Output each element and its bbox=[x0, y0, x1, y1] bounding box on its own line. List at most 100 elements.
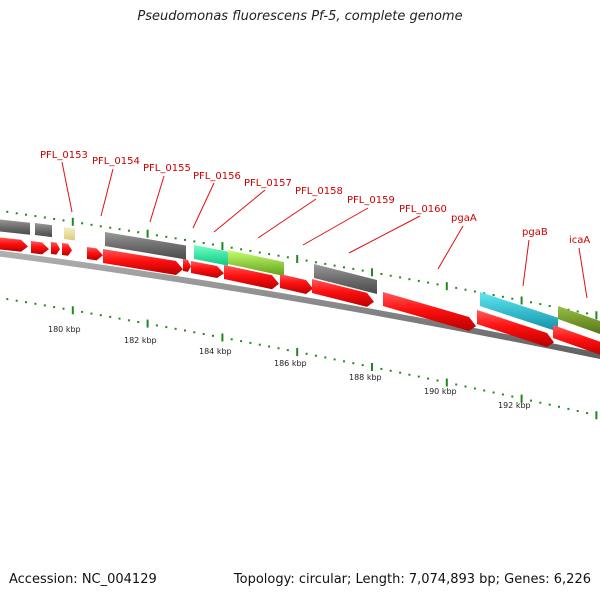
minor-tick bbox=[305, 352, 308, 355]
minor-tick bbox=[258, 343, 261, 346]
minor-tick bbox=[286, 256, 289, 259]
major-tick bbox=[296, 255, 299, 263]
cds-arrow bbox=[280, 274, 313, 295]
minor-tick bbox=[165, 326, 168, 329]
minor-tick bbox=[417, 375, 420, 378]
gene-label-pgaa: pgaA bbox=[451, 213, 477, 224]
gene-labels: PFL_0153 PFL_0154 PFL_0155 PFL_0156 PFL_… bbox=[40, 150, 590, 246]
scale-label-184: 184 kbp bbox=[199, 347, 232, 356]
minor-tick bbox=[268, 345, 271, 348]
scale-labels: 180 kbp 182 kbp 184 kbp 186 kbp 188 kbp … bbox=[48, 325, 531, 410]
minor-tick bbox=[464, 288, 467, 291]
minor-tick bbox=[81, 310, 84, 313]
minor-tick bbox=[15, 299, 18, 302]
minor-tick bbox=[473, 387, 476, 390]
minor-tick bbox=[548, 305, 551, 307]
major-tick bbox=[71, 217, 74, 226]
major-tick bbox=[146, 229, 149, 238]
minor-tick bbox=[15, 212, 18, 215]
cds-arrow bbox=[383, 292, 476, 332]
minor-tick bbox=[389, 369, 392, 372]
minor-tick bbox=[380, 367, 383, 370]
cds-arrow bbox=[62, 243, 72, 256]
minor-tick bbox=[576, 310, 579, 313]
minor-tick bbox=[539, 401, 542, 404]
scale-label-188: 188 kbp bbox=[349, 373, 382, 382]
label-connectors bbox=[61, 161, 588, 299]
major-tick bbox=[520, 296, 523, 305]
minor-tick bbox=[155, 234, 158, 237]
scale-label-180: 180 kbp bbox=[48, 325, 81, 334]
minor-tick bbox=[174, 237, 177, 240]
gene-label-pfl-0158: PFL_0158 bbox=[295, 186, 343, 197]
minor-tick bbox=[118, 228, 121, 231]
minor-tick bbox=[249, 249, 252, 252]
minor-tick bbox=[567, 407, 570, 410]
major-tick bbox=[221, 242, 224, 251]
minor-tick bbox=[408, 373, 411, 376]
minor-tick bbox=[109, 226, 112, 229]
minor-tick bbox=[25, 301, 27, 304]
major-tick bbox=[445, 282, 448, 291]
minor-tick bbox=[389, 274, 392, 277]
minor-tick bbox=[212, 334, 214, 337]
minor-tick bbox=[174, 327, 177, 330]
connector-line bbox=[192, 182, 215, 229]
major-tick bbox=[445, 378, 448, 387]
minor-tick bbox=[230, 246, 233, 249]
minor-tick bbox=[530, 399, 532, 402]
minor-tick bbox=[43, 304, 46, 307]
minor-tick bbox=[202, 333, 205, 335]
minor-tick bbox=[127, 319, 130, 322]
connector-line bbox=[348, 215, 421, 254]
connector-line bbox=[578, 247, 588, 299]
major-tick bbox=[595, 311, 598, 320]
minor-tick bbox=[399, 276, 402, 279]
genome-backbone bbox=[0, 250, 600, 360]
minor-tick bbox=[473, 290, 476, 293]
minor-tick bbox=[492, 391, 495, 394]
major-tick bbox=[371, 268, 373, 277]
gene-label-pfl-0157: PFL_0157 bbox=[244, 178, 292, 189]
minor-tick bbox=[240, 248, 243, 251]
connector-line bbox=[213, 189, 266, 233]
minor-tick bbox=[343, 360, 345, 363]
connector-line bbox=[61, 161, 73, 213]
minor-tick bbox=[202, 242, 205, 244]
map-title: Pseudomonas fluorescens Pf-5, complete g… bbox=[137, 9, 463, 24]
minor-tick bbox=[492, 294, 495, 296]
minor-tick bbox=[184, 329, 186, 332]
minor-tick bbox=[501, 295, 504, 298]
minor-tick bbox=[511, 297, 514, 300]
minor-tick bbox=[427, 377, 430, 380]
feature-block bbox=[194, 245, 228, 266]
accession-text: Accession: NC_004129 bbox=[9, 572, 157, 587]
minor-tick bbox=[43, 216, 46, 219]
minor-tick bbox=[352, 267, 355, 270]
minor-tick bbox=[427, 281, 430, 284]
cds-arrow bbox=[477, 310, 554, 348]
minor-tick bbox=[314, 354, 317, 357]
minor-tick bbox=[483, 389, 486, 392]
minor-tick bbox=[455, 383, 458, 386]
minor-tick bbox=[333, 264, 336, 267]
minor-tick bbox=[99, 225, 102, 228]
minor-tick bbox=[558, 405, 560, 408]
minor-tick bbox=[109, 315, 112, 318]
minor-tick bbox=[586, 312, 589, 315]
feature-block bbox=[314, 264, 377, 295]
feature-block bbox=[480, 292, 558, 332]
minor-tick bbox=[184, 238, 186, 241]
minor-tick bbox=[268, 253, 271, 256]
minor-tick bbox=[380, 273, 383, 275]
gene-label-pfl-0155: PFL_0155 bbox=[143, 163, 191, 174]
minor-tick bbox=[324, 356, 327, 359]
connector-line bbox=[100, 168, 114, 217]
minor-tick bbox=[567, 308, 570, 311]
scale-label-190: 190 kbp bbox=[424, 387, 457, 396]
minor-tick bbox=[230, 338, 233, 341]
minor-tick bbox=[193, 240, 196, 243]
minor-tick bbox=[90, 312, 93, 315]
minor-tick bbox=[277, 254, 280, 257]
